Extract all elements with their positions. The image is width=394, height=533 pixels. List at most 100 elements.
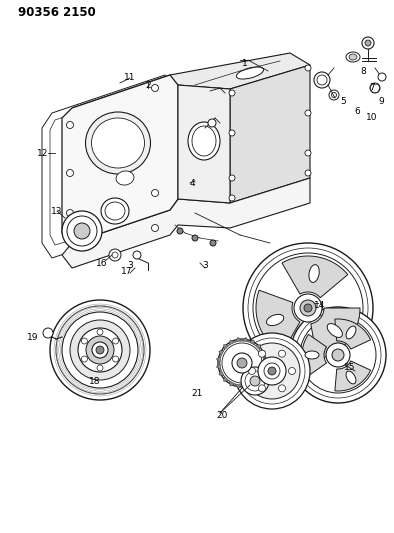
Circle shape	[332, 349, 344, 361]
Circle shape	[317, 75, 327, 85]
Text: 90356 2150: 90356 2150	[18, 6, 96, 20]
Polygon shape	[42, 75, 175, 258]
Circle shape	[152, 190, 158, 197]
Text: 18: 18	[89, 376, 101, 385]
Circle shape	[239, 338, 305, 404]
Text: 4: 4	[189, 179, 195, 188]
Text: 13: 13	[51, 206, 63, 215]
Circle shape	[234, 333, 310, 409]
Ellipse shape	[192, 126, 216, 156]
Ellipse shape	[305, 351, 319, 359]
Text: 3: 3	[127, 261, 133, 270]
Polygon shape	[216, 356, 221, 363]
Circle shape	[56, 306, 144, 394]
Polygon shape	[229, 381, 235, 386]
Circle shape	[229, 175, 235, 181]
Circle shape	[304, 304, 312, 312]
Polygon shape	[230, 65, 310, 203]
Polygon shape	[255, 376, 260, 382]
Polygon shape	[335, 319, 371, 349]
Circle shape	[365, 40, 371, 46]
Ellipse shape	[116, 171, 134, 185]
Circle shape	[245, 371, 265, 391]
Text: 12: 12	[37, 149, 49, 157]
Ellipse shape	[85, 112, 151, 174]
Circle shape	[248, 248, 368, 368]
Circle shape	[294, 294, 322, 322]
Circle shape	[152, 85, 158, 92]
Polygon shape	[260, 370, 265, 376]
Polygon shape	[263, 356, 268, 363]
Text: 9: 9	[378, 96, 384, 106]
Circle shape	[288, 367, 296, 375]
Text: 16: 16	[96, 259, 108, 268]
Ellipse shape	[346, 326, 356, 339]
Circle shape	[279, 385, 286, 392]
Ellipse shape	[266, 314, 284, 326]
Circle shape	[279, 350, 286, 357]
Circle shape	[67, 169, 74, 176]
Circle shape	[250, 376, 260, 386]
Polygon shape	[72, 53, 310, 108]
Circle shape	[295, 312, 381, 398]
Circle shape	[192, 235, 198, 241]
Polygon shape	[219, 370, 224, 376]
Circle shape	[331, 93, 336, 98]
Circle shape	[67, 216, 97, 246]
Circle shape	[112, 252, 118, 258]
Circle shape	[96, 346, 104, 354]
Circle shape	[362, 37, 374, 49]
Ellipse shape	[309, 264, 319, 282]
Text: 19: 19	[27, 334, 39, 343]
Polygon shape	[335, 361, 371, 391]
Ellipse shape	[91, 118, 145, 168]
Text: 3: 3	[202, 261, 208, 270]
Polygon shape	[224, 345, 229, 350]
Text: 20: 20	[216, 410, 228, 419]
Polygon shape	[249, 340, 255, 345]
Circle shape	[152, 224, 158, 231]
Circle shape	[113, 356, 119, 362]
Ellipse shape	[346, 52, 360, 62]
Circle shape	[305, 170, 311, 176]
Circle shape	[70, 320, 130, 380]
Circle shape	[208, 119, 216, 127]
Circle shape	[43, 328, 53, 338]
Circle shape	[82, 356, 87, 362]
Circle shape	[241, 367, 269, 395]
Text: 8: 8	[360, 67, 366, 76]
Text: 15: 15	[344, 364, 356, 373]
Polygon shape	[229, 340, 235, 345]
Circle shape	[244, 343, 300, 399]
Circle shape	[229, 195, 235, 201]
Polygon shape	[260, 350, 265, 356]
Text: 1: 1	[242, 59, 248, 68]
Circle shape	[268, 367, 276, 375]
Circle shape	[97, 329, 103, 335]
Polygon shape	[219, 350, 224, 356]
Text: 11: 11	[124, 72, 136, 82]
Circle shape	[210, 240, 216, 246]
Circle shape	[86, 336, 114, 364]
Circle shape	[258, 385, 266, 392]
Circle shape	[113, 338, 119, 344]
Polygon shape	[62, 178, 310, 268]
Circle shape	[290, 307, 386, 403]
Ellipse shape	[327, 324, 342, 337]
Circle shape	[258, 350, 266, 357]
Circle shape	[62, 312, 138, 388]
Text: 10: 10	[366, 114, 378, 123]
Circle shape	[314, 72, 330, 88]
Text: 17: 17	[121, 266, 133, 276]
Ellipse shape	[105, 202, 125, 220]
Circle shape	[50, 300, 150, 400]
Circle shape	[62, 211, 102, 251]
Text: 6: 6	[354, 107, 360, 116]
Polygon shape	[224, 376, 229, 382]
Circle shape	[92, 342, 108, 358]
Text: 7: 7	[369, 84, 375, 93]
Polygon shape	[242, 384, 249, 389]
Polygon shape	[263, 363, 268, 370]
Polygon shape	[235, 384, 242, 389]
Circle shape	[305, 110, 311, 116]
